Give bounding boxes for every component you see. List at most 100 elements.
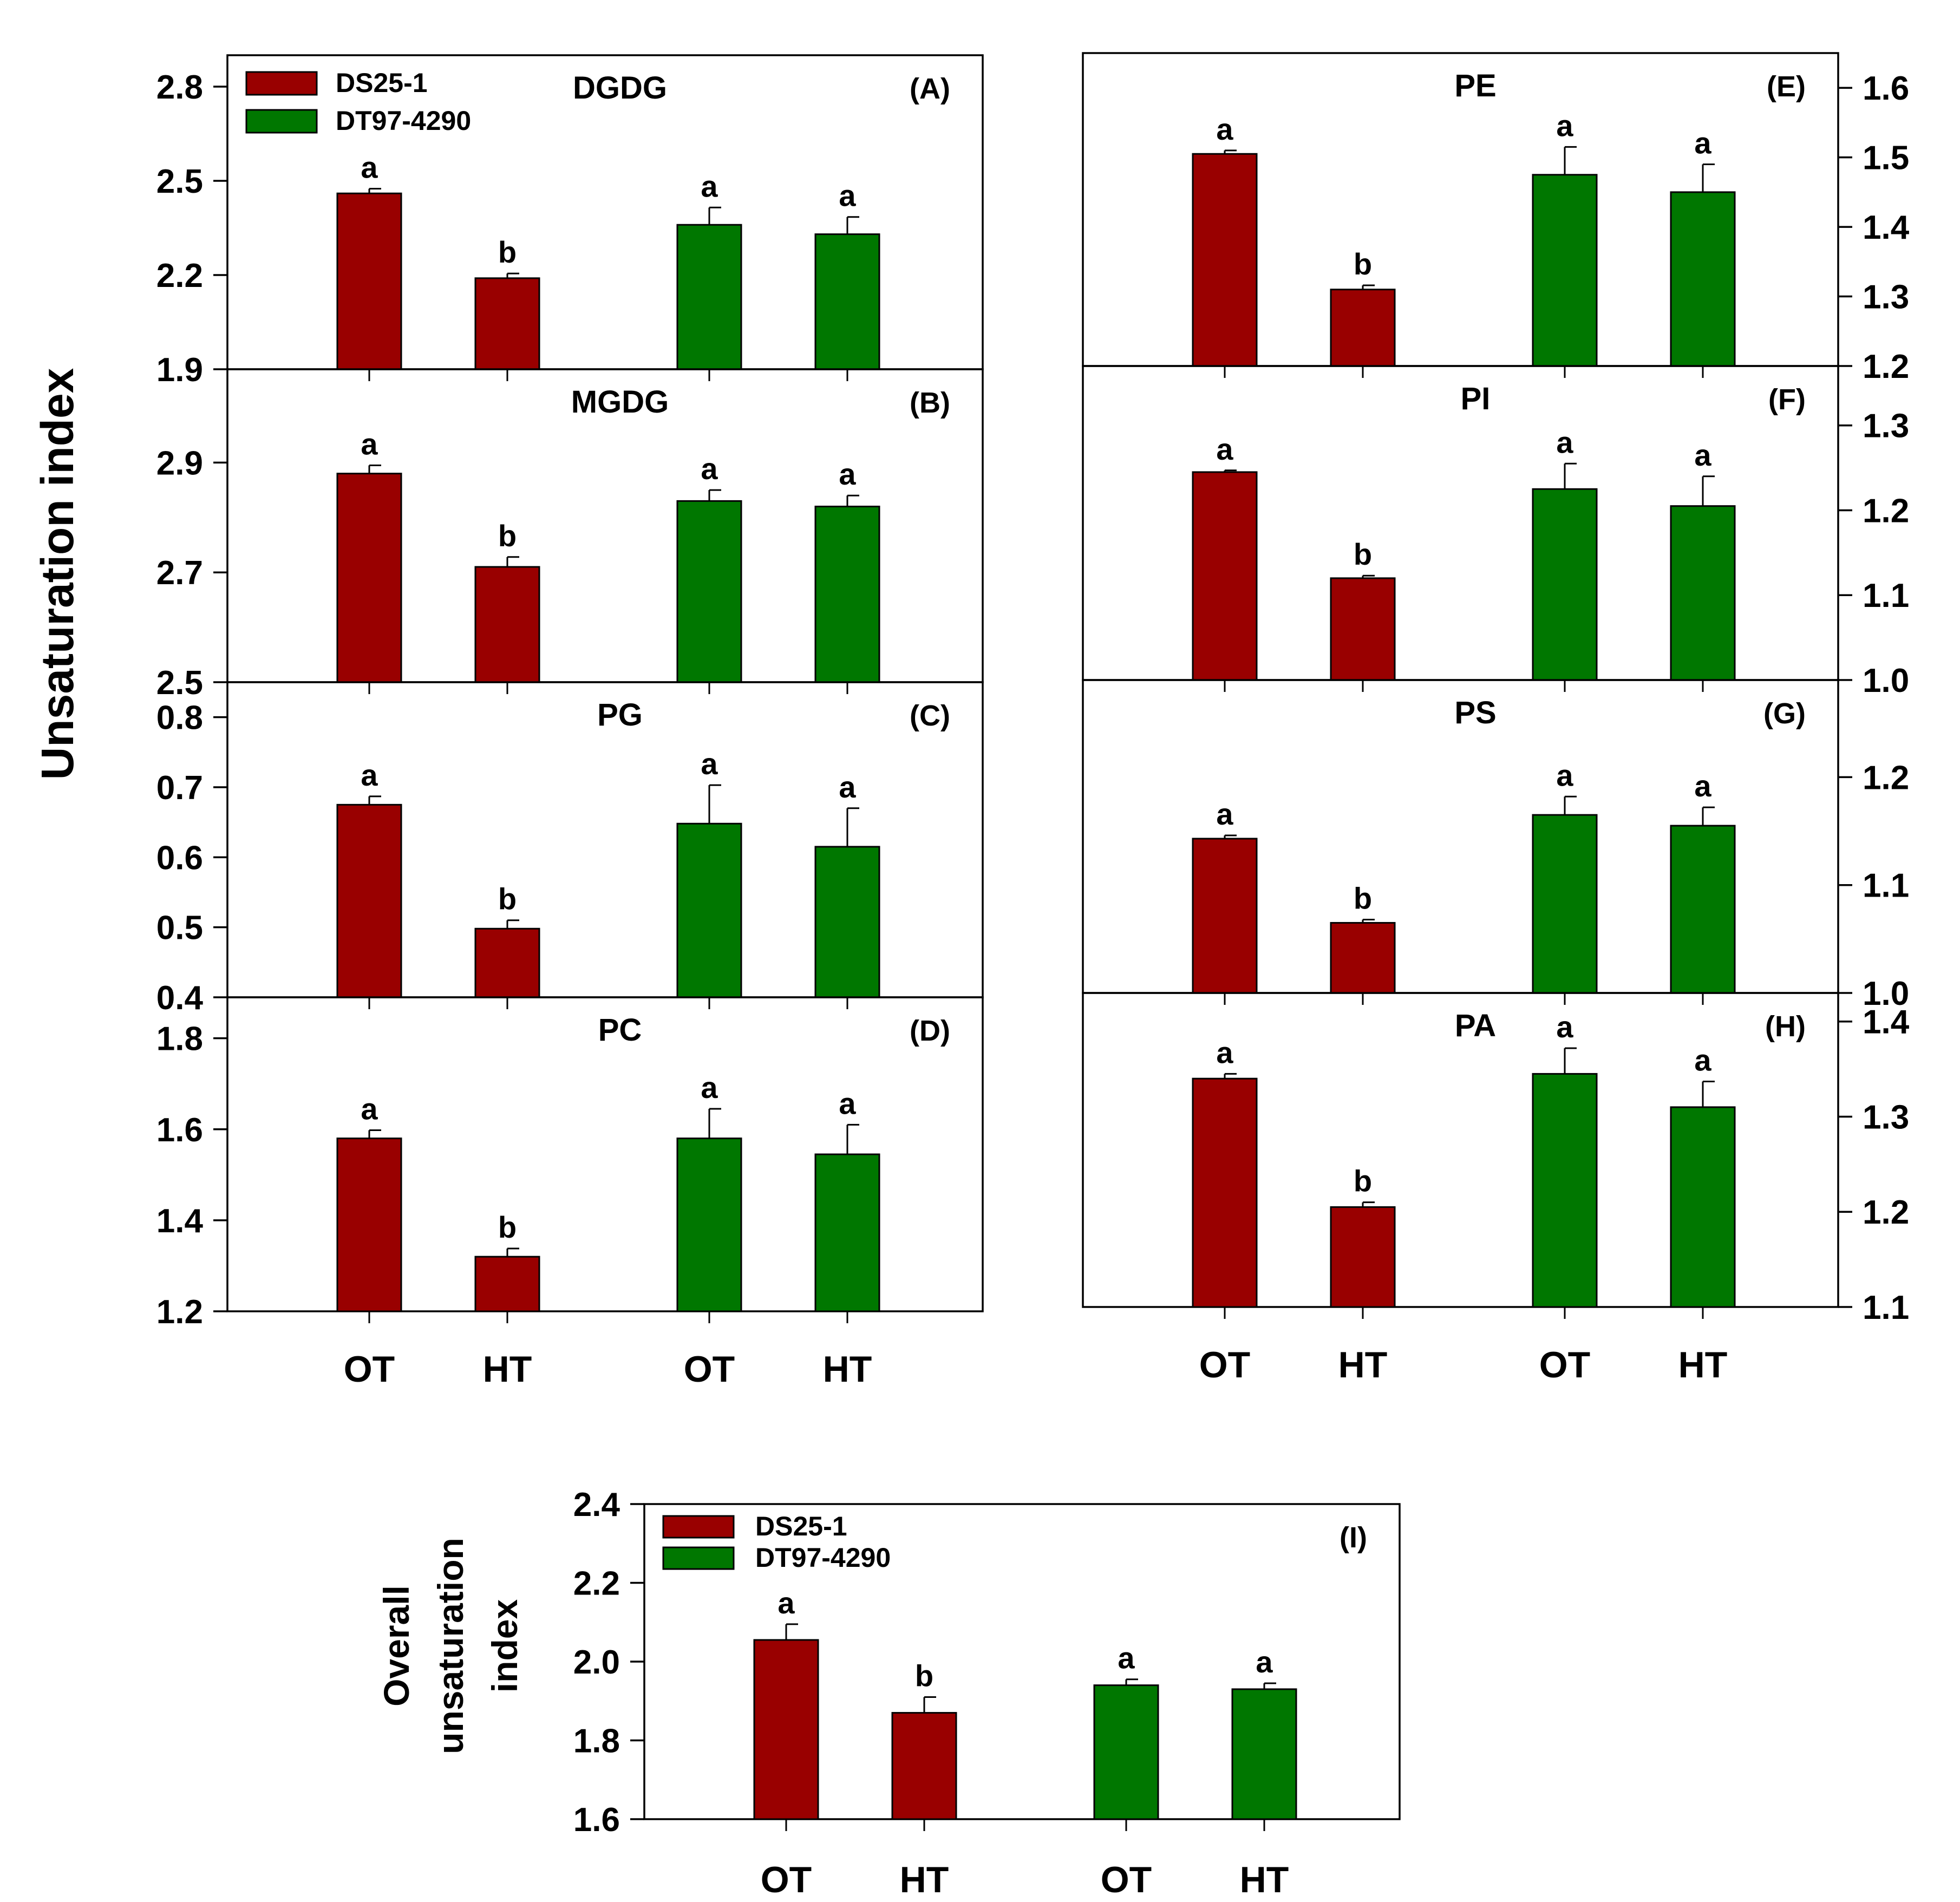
- panel-b-bar-ds25-1-ht: [474, 566, 540, 683]
- panel-b-bar-dt97-4290-ot-sig-letter: a: [701, 452, 718, 486]
- overall-y-label-line-1: Overall: [376, 1585, 416, 1707]
- panel-c-bar-dt97-4290-ht-sig-letter: a: [839, 770, 856, 804]
- panel-b-ytick-label-0: 2.5: [156, 664, 203, 702]
- panel-b-ytick-label-1: 2.7: [156, 554, 203, 592]
- panel-i-bar-ds25-1-ht: [891, 1712, 957, 1820]
- panel-a-bar-ds25-1-ot-sig-letter: a: [361, 151, 378, 185]
- panel-e-ytick-label-1: 1.3: [1863, 279, 1909, 316]
- panel-e-bar-dt97-4290-ot: [1532, 174, 1598, 367]
- panel-h-frame: [1082, 992, 1839, 1308]
- panel-b-bar-dt97-4290-ht-sig-letter: a: [839, 457, 856, 491]
- panel-f-ytick-label-0: 1.0: [1863, 662, 1909, 700]
- panel-i-bar-ds25-1-ht-sig-letter: b: [915, 1658, 933, 1692]
- legend-top-swatch-ds25-1: [245, 71, 318, 96]
- panel-h-bar-dt97-4290-ht: [1670, 1106, 1736, 1308]
- panel-i-ytick-label-2: 2.0: [573, 1644, 620, 1681]
- panel-d-letter: (D): [910, 1015, 950, 1047]
- panel-a-ytick-label-3: 2.8: [156, 69, 203, 106]
- panel-c-bar-ds25-1-ot: [336, 803, 402, 998]
- panel-h-bar-ds25-1-ht: [1330, 1206, 1396, 1308]
- x-group-label-1-3: OT: [684, 1349, 735, 1390]
- x-group-label-3-2: HT: [900, 1859, 949, 1900]
- panel-c-ytick-label-2: 0.6: [156, 839, 203, 877]
- panel-i-bar-ds25-1-ot-sig-letter: a: [778, 1586, 795, 1620]
- panel-g-ytick-label-0: 1.0: [1863, 975, 1909, 1012]
- panel-f-bar-ds25-1-ot: [1192, 471, 1258, 681]
- legend-overall-swatch-ds25-1: [662, 1515, 735, 1539]
- panel-e-ytick-label-0: 1.2: [1863, 348, 1909, 385]
- overall-y-axis-label: Overall unsaturation index: [376, 1538, 525, 1754]
- panel-d: 1.2 1.4 1.6 1.8 a b a a PC (D): [156, 996, 984, 1331]
- panel-b-bar-dt97-4290-ht: [814, 506, 880, 683]
- panel-g: 1.0 1.1 1.2 a b a a PS (G): [1082, 679, 1909, 1012]
- panel-b-bar-ds25-1-ot: [336, 473, 402, 683]
- panel-i-bar-ds25-1-ot: [753, 1639, 819, 1820]
- panel-g-title: PS: [1454, 695, 1496, 730]
- legend-top-swatch-dt97-4290: [245, 109, 318, 134]
- panel-e-bar-dt97-4290-ot-sig-letter: a: [1556, 108, 1573, 142]
- panel-c-bar-ds25-1-ot-sig-letter: a: [361, 758, 378, 792]
- panel-c-ytick-label-1: 0.5: [156, 910, 203, 947]
- panel-b-bar-dt97-4290-ot: [676, 500, 742, 683]
- panel-d-ytick-label-2: 1.6: [156, 1112, 203, 1149]
- panel-e-letter: (E): [1767, 70, 1806, 103]
- overall-y-label-line-3: index: [485, 1599, 525, 1693]
- panel-b: 2.5 2.7 2.9 a b a a MGDG (B): [156, 368, 984, 702]
- x-group-label-2-3: OT: [1539, 1344, 1590, 1385]
- panel-i-ytick-label-3: 2.2: [573, 1565, 620, 1603]
- panel-c-bar-dt97-4290-ht: [814, 846, 880, 998]
- panel-c-bar-dt97-4290-ot-sig-letter: a: [701, 747, 718, 781]
- panel-h-ytick-label-2: 1.3: [1863, 1099, 1909, 1136]
- panel-c-ytick-label-3: 0.7: [156, 769, 203, 807]
- panel-f-bar-ds25-1-ht-sig-letter: b: [1354, 537, 1372, 571]
- legend-overall-label-ds25-1: DS25-1: [755, 1511, 847, 1541]
- panel-i-bar-dt97-4290-ot: [1093, 1684, 1159, 1820]
- panel-d-frame: [226, 996, 984, 1312]
- panel-i-letter: (I): [1340, 1521, 1367, 1554]
- panel-d-bar-ds25-1-ot: [336, 1138, 402, 1312]
- panel-c-bar-ds25-1-ht-sig-letter: b: [498, 882, 517, 916]
- panel-f-title: PI: [1461, 381, 1491, 416]
- panel-d-ytick-label-1: 1.4: [156, 1202, 204, 1240]
- panel-g-bar-dt97-4290-ht: [1670, 825, 1736, 994]
- legend-top: DS25-1 DT97-4290: [245, 68, 471, 136]
- x-group-label-2-4: HT: [1678, 1344, 1728, 1385]
- panel-a-letter: (A): [910, 73, 950, 105]
- panel-g-bar-dt97-4290-ht-sig-letter: a: [1694, 769, 1711, 803]
- panel-h-bar-ds25-1-ot-sig-letter: a: [1216, 1035, 1233, 1069]
- panel-e-ytick-label-2: 1.4: [1863, 209, 1910, 246]
- panel-h-ytick-label-0: 1.1: [1863, 1289, 1909, 1326]
- panel-e-bar-ds25-1-ot: [1192, 153, 1258, 367]
- panel-h-bar-ds25-1-ht-sig-letter: b: [1354, 1164, 1372, 1198]
- panel-a-bar-ds25-1-ot: [336, 192, 402, 370]
- panel-e-title: PE: [1454, 68, 1496, 103]
- panel-g-bar-dt97-4290-ot-sig-letter: a: [1556, 758, 1573, 792]
- panel-g-ytick-label-1: 1.1: [1863, 867, 1909, 905]
- panel-g-bar-ds25-1-ht-sig-letter: b: [1354, 881, 1372, 915]
- panel-c-letter: (C): [910, 700, 950, 732]
- panel-h-letter: (H): [1765, 1010, 1806, 1043]
- panel-d-bar-ds25-1-ht-sig-letter: b: [498, 1210, 517, 1244]
- panel-i: 1.6 1.8 2.0 2.2 2.4 a b a a (I): [573, 1486, 1401, 1839]
- legend-top-label-ds25-1: DS25-1: [336, 68, 428, 98]
- panel-a-bar-dt97-4290-ht-sig-letter: a: [839, 179, 856, 213]
- panel-d-bar-ds25-1-ht: [474, 1256, 540, 1312]
- panels: 1.9 2.2 2.5 2.8 a b a a DGDG (A) 2.5 2.7 2.9 a b a a MGDG…: [156, 52, 1910, 1900]
- panel-d-title: PC: [598, 1012, 642, 1048]
- panel-d-bar-dt97-4290-ht: [814, 1153, 880, 1312]
- panel-a-bar-dt97-4290-ht: [814, 233, 880, 370]
- legend-overall-swatch-dt97-4290: [662, 1546, 735, 1570]
- panel-i-bar-dt97-4290-ht-sig-letter: a: [1256, 1645, 1273, 1679]
- panel-a-ytick-label-2: 2.5: [156, 163, 203, 200]
- panel-g-ytick-label-2: 1.2: [1863, 759, 1909, 796]
- panel-a-ytick-label-0: 1.9: [156, 351, 203, 389]
- panel-i-ytick-label-1: 1.8: [573, 1723, 620, 1760]
- panel-f-bar-dt97-4290-ot: [1532, 488, 1598, 681]
- panel-g-bar-dt97-4290-ot: [1532, 814, 1598, 994]
- x-group-label-3-1: OT: [761, 1859, 812, 1900]
- panel-b-ytick-label-2: 2.9: [156, 445, 203, 482]
- panel-a-ytick-label-1: 2.2: [156, 257, 203, 295]
- panel-g-bar-ds25-1-ot: [1192, 838, 1258, 994]
- panel-d-ytick-label-3: 1.8: [156, 1021, 203, 1058]
